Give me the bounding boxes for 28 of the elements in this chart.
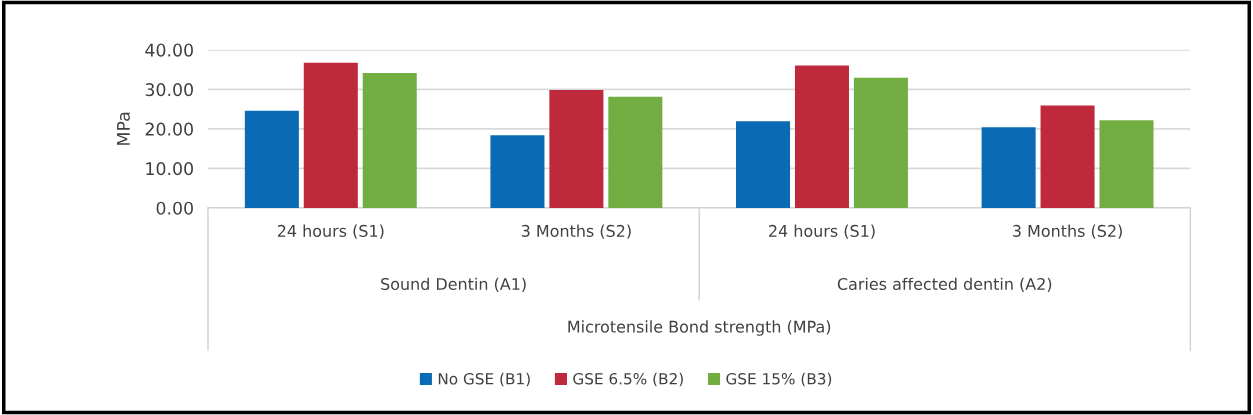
y-tick-label: 40.00: [145, 43, 193, 57]
x-tick-label: 3 Months (S2): [521, 224, 631, 239]
bar: [1099, 120, 1154, 208]
y-tick-label: 30.00: [145, 83, 193, 97]
x-tick-label: 24 hours (S1): [769, 224, 875, 239]
bar: [362, 73, 417, 208]
legend-label: GSE 6.5% (B2): [573, 372, 683, 387]
text: Caries affected dentin (A2): [837, 277, 1052, 292]
bar: [549, 90, 604, 208]
legend-label: GSE 15% (B3): [726, 372, 832, 387]
bar: [736, 121, 791, 208]
bar: [490, 135, 545, 208]
legend-label: No GSE (B1): [438, 372, 530, 387]
bar: [303, 62, 358, 208]
y-tick-label: 10.00: [146, 162, 193, 176]
text: Sound Dentin (A1): [381, 277, 526, 292]
x-tick-label: 24 hours (S1): [277, 224, 384, 239]
bar: [853, 77, 908, 208]
y-tick-label: 20.00: [145, 122, 193, 136]
bar: [1040, 105, 1095, 208]
x-tick-label: 3 Months (S2): [1013, 224, 1122, 239]
bar: [794, 65, 849, 208]
bar: [608, 96, 663, 208]
y-tick-label: 0.00: [156, 201, 193, 215]
text: Microtensile Bond strength (MPa): [568, 320, 831, 336]
bar: [981, 127, 1036, 208]
y-axis-title: MPa: [117, 112, 130, 145]
bar: [244, 110, 299, 208]
